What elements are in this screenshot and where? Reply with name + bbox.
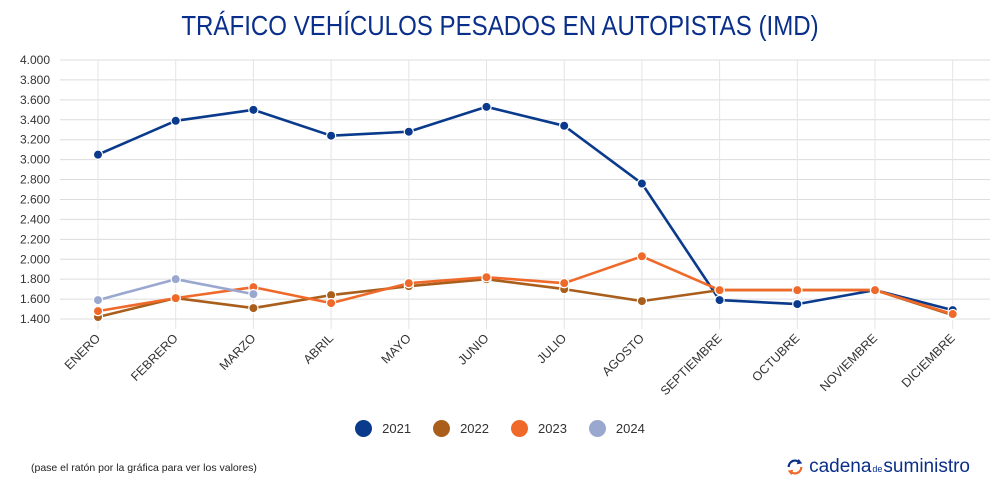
legend-marker — [511, 420, 528, 437]
data-point-2023[interactable] — [403, 277, 414, 289]
y-tick-label: 4.000 — [20, 53, 50, 67]
data-point-2021[interactable] — [325, 130, 337, 141]
x-tick-label: MAYO — [379, 331, 414, 366]
data-point-2023[interactable] — [170, 292, 181, 304]
data-point-2021[interactable] — [403, 126, 414, 137]
legend-item-2022[interactable]: 2022 — [433, 420, 489, 437]
legend-label: 2022 — [460, 421, 489, 436]
y-tick-label: 3.400 — [20, 113, 50, 127]
legend-item-2021[interactable]: 2021 — [355, 420, 411, 437]
y-tick-label: 2.000 — [20, 252, 50, 266]
data-point-2021[interactable] — [792, 298, 803, 310]
data-point-2023[interactable] — [636, 251, 648, 262]
x-tick-label: OCTUBRE — [749, 331, 802, 384]
data-point-2024[interactable] — [92, 294, 104, 306]
legend-marker — [355, 420, 373, 437]
data-point-2023[interactable] — [92, 305, 104, 317]
y-tick-label: 3.600 — [20, 93, 50, 107]
y-tick-label: 2.600 — [20, 192, 50, 206]
x-tick-label: NOVIEMBRE — [817, 331, 880, 394]
data-point-2023[interactable] — [559, 277, 570, 289]
x-tick-label: ENERO — [62, 331, 104, 373]
series-line-2021 — [97, 105, 954, 312]
brand-part3: suministro — [883, 456, 970, 477]
legend-label: 2023 — [538, 421, 567, 436]
data-point-2024[interactable] — [170, 273, 181, 285]
legend-marker — [433, 420, 451, 437]
y-tick-label: 1.800 — [20, 272, 50, 286]
data-point-2021[interactable] — [170, 115, 181, 126]
data-point-2023[interactable] — [792, 284, 803, 296]
brand-logo: cadena de suministro — [786, 456, 970, 478]
y-tick-label: 3.000 — [20, 153, 50, 167]
data-point-2023[interactable] — [481, 271, 492, 283]
data-point-2021[interactable] — [636, 178, 648, 189]
legend: 2021 2022 2023 2024 — [0, 420, 1000, 437]
y-tick-label: 2.400 — [20, 212, 50, 226]
y-tick-label: 1.600 — [20, 292, 50, 306]
x-tick-label: FEBRERO — [128, 331, 181, 384]
brand-part2: de — [872, 464, 883, 474]
legend-label: 2024 — [615, 421, 645, 436]
x-tick-label: MARZO — [217, 331, 259, 373]
x-tick-label: JUNIO — [455, 331, 492, 368]
data-point-2021[interactable] — [248, 104, 259, 116]
data-point-2021[interactable] — [92, 149, 104, 160]
data-point-2022[interactable] — [248, 302, 259, 314]
x-tick-label: DICIEMBRE — [899, 331, 958, 390]
data-point-2023[interactable] — [325, 297, 337, 309]
data-point-2021[interactable] — [481, 101, 492, 113]
data-point-2024[interactable] — [248, 288, 259, 300]
legend-item-2023[interactable]: 2023 — [511, 420, 567, 437]
x-tick-label: SEPTIEMBRE — [658, 331, 725, 398]
legend-marker — [588, 420, 606, 437]
y-tick-label: 3.200 — [20, 133, 50, 147]
x-tick-label: ABRIL — [301, 331, 336, 366]
data-point-2021[interactable] — [714, 294, 725, 306]
legend-label: 2021 — [382, 421, 412, 436]
series-line-2023 — [97, 255, 954, 316]
data-point-2023[interactable] — [947, 308, 958, 320]
data-point-2023[interactable] — [869, 284, 881, 296]
y-tick-label: 3.800 — [20, 73, 50, 87]
data-point-2021[interactable] — [559, 120, 570, 131]
y-tick-label: 2.200 — [20, 232, 50, 246]
chart-title: TRÁFICO VEHÍCULOS PESADOS EN AUTOPISTAS … — [181, 10, 819, 41]
y-tick-label: 2.800 — [20, 173, 50, 187]
x-tick-label: JULIO — [534, 331, 569, 366]
brand-part1: cadena — [809, 456, 872, 477]
legend-item-2024[interactable]: 2024 — [588, 420, 645, 437]
x-tick-label: AGOSTO — [599, 331, 647, 379]
cycle-arrows-icon — [787, 458, 803, 476]
footnote: (pase el ratón por la gráfica para ver l… — [31, 462, 257, 474]
data-point-2023[interactable] — [714, 284, 725, 296]
data-point-2022[interactable] — [636, 295, 648, 307]
y-tick-label: 1.400 — [20, 312, 50, 326]
